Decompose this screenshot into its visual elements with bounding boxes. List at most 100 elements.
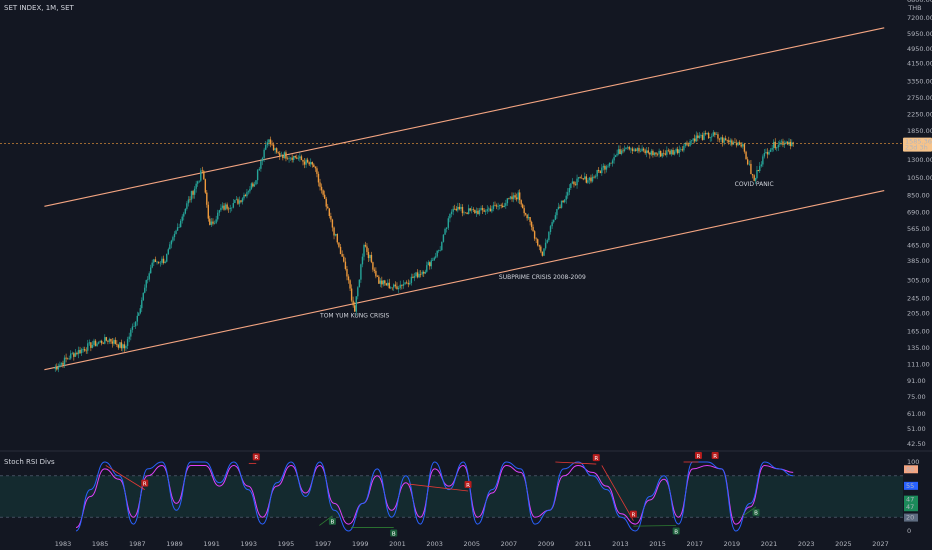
price-tick-label: 850.00 xyxy=(907,191,930,199)
time-tick-label: 1993 xyxy=(241,540,258,548)
candle-body xyxy=(283,152,286,159)
candle-body xyxy=(430,260,432,267)
candle-body xyxy=(357,287,359,297)
candle-body xyxy=(697,135,699,138)
candle-body xyxy=(626,146,629,148)
candle-body xyxy=(602,165,605,168)
price-tick-label: 51.00 xyxy=(907,425,926,433)
candle-body xyxy=(136,315,139,322)
candle-body xyxy=(401,284,403,286)
candle-body xyxy=(491,208,493,212)
candle-body xyxy=(183,213,185,217)
candle-body xyxy=(760,164,762,167)
candle-body xyxy=(580,177,583,179)
candle-body xyxy=(102,343,104,344)
candle-body xyxy=(410,276,413,283)
candle-body xyxy=(500,204,502,206)
time-tick-label: 2021 xyxy=(761,540,778,548)
candle-body xyxy=(172,237,174,241)
candle-body xyxy=(279,153,281,157)
candle-body xyxy=(272,144,275,151)
candle-body xyxy=(328,208,331,217)
candle-body xyxy=(715,134,718,135)
candle-body xyxy=(265,144,267,150)
candle-body xyxy=(322,190,324,195)
candle-body xyxy=(707,132,710,139)
candle-body xyxy=(310,162,312,165)
candle-body xyxy=(646,150,648,154)
candle-body xyxy=(717,134,719,139)
candle-body xyxy=(227,208,230,210)
candle-body xyxy=(303,161,306,165)
candle-body xyxy=(151,262,153,268)
candle-body xyxy=(639,151,642,152)
rsi-k-line xyxy=(75,461,794,532)
candle-body xyxy=(495,205,498,207)
divergence-badge xyxy=(328,517,336,525)
candle-body xyxy=(471,209,473,211)
candle-body xyxy=(433,257,435,261)
candle-body xyxy=(175,230,177,234)
candle-body xyxy=(232,203,235,208)
divergence-badge-label: R xyxy=(697,454,701,460)
candle-body xyxy=(123,344,126,349)
time-tick-label: 2015 xyxy=(649,540,666,548)
candle-body xyxy=(574,184,577,186)
price-tick-label: 1300.00 xyxy=(907,156,932,164)
candle-body xyxy=(99,340,101,343)
divergence-badge xyxy=(629,510,637,518)
chart-annotation: SUBPRIME CRISIS 2008-2009 xyxy=(499,274,586,281)
candle-body xyxy=(178,227,180,228)
candle-body xyxy=(79,350,81,354)
candle-body xyxy=(390,287,392,289)
price-tick-label: 1050.00 xyxy=(907,174,932,182)
candle-body xyxy=(169,244,171,250)
candle-body xyxy=(280,155,283,157)
candle-body xyxy=(134,321,137,327)
candle-body xyxy=(336,234,338,243)
candle-body xyxy=(60,362,63,365)
candle-body xyxy=(111,341,114,344)
candle-body xyxy=(436,250,438,257)
candle-body xyxy=(429,262,431,267)
time-tick-label: 2023 xyxy=(798,540,815,548)
divergence-badge xyxy=(694,452,702,459)
candle-body xyxy=(466,212,468,215)
candle-body xyxy=(617,149,620,154)
time-tick-label: 2001 xyxy=(389,540,406,548)
candle-body xyxy=(780,141,783,143)
candle-body xyxy=(506,198,509,204)
candle-body xyxy=(107,340,109,342)
candle-body xyxy=(269,139,272,145)
candle-body xyxy=(596,170,598,177)
divergence-badge-label: B xyxy=(754,511,758,517)
time-tick-label: 1983 xyxy=(55,540,72,548)
candle-body xyxy=(742,144,744,147)
candle-body xyxy=(591,176,594,182)
time-tick-label: 2007 xyxy=(501,540,518,548)
candle-body xyxy=(354,305,356,312)
price-tick-label: 4150.00 xyxy=(907,60,932,68)
candle-body xyxy=(87,343,89,351)
candle-body xyxy=(142,292,144,301)
candle-body xyxy=(594,176,597,178)
candle-body xyxy=(224,204,227,210)
candle-body xyxy=(256,170,259,181)
candle-body xyxy=(675,149,677,152)
candle-body xyxy=(762,156,764,165)
candle-body xyxy=(221,205,224,208)
candle-body xyxy=(724,138,727,141)
candle-body xyxy=(308,162,310,165)
candle-body xyxy=(649,152,651,155)
candle-body xyxy=(147,279,149,281)
candle-body xyxy=(613,157,615,161)
candle-body xyxy=(154,259,157,262)
candle-body xyxy=(683,145,685,151)
candle-body xyxy=(526,214,528,219)
candle-body xyxy=(237,199,239,204)
candle-body xyxy=(149,267,152,274)
candle-body xyxy=(388,282,390,289)
candle-body xyxy=(445,227,448,229)
candle-body xyxy=(472,209,475,210)
